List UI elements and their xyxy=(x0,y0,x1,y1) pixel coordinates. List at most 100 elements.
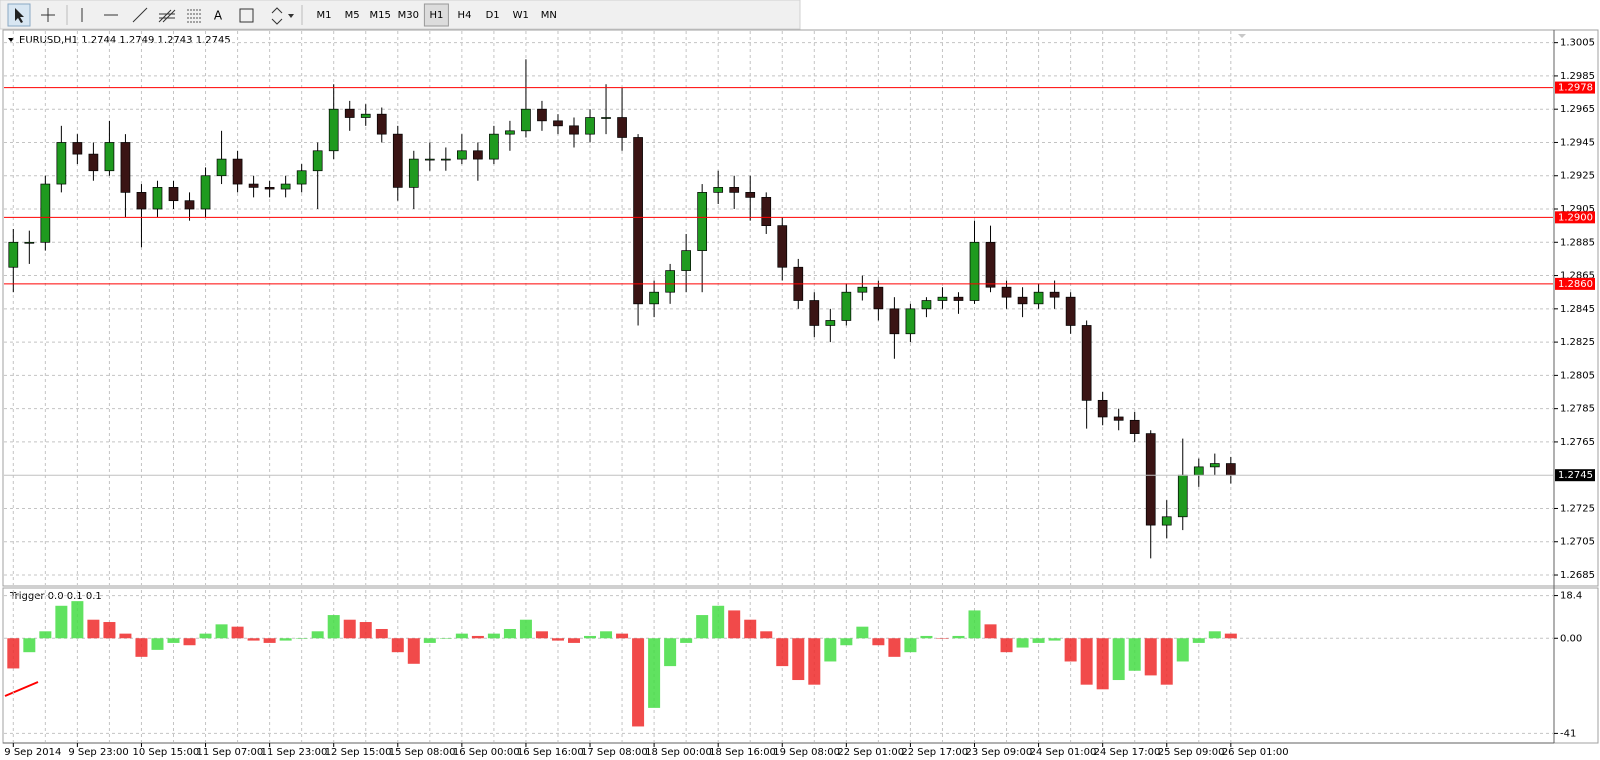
candle-body xyxy=(713,187,724,193)
histogram-bar xyxy=(295,638,308,639)
candle-body xyxy=(88,153,99,172)
y-tick-label: 1.2725 xyxy=(1560,503,1595,514)
y-tick-label: 1.2905 xyxy=(1560,204,1595,215)
histogram-bar xyxy=(1016,638,1029,648)
histogram-bar xyxy=(407,638,420,664)
histogram-bar xyxy=(7,638,20,669)
histogram-bar xyxy=(840,638,853,646)
y-tick-label: 1.2805 xyxy=(1560,370,1595,381)
x-tick-label: 22 Sep 17:00 xyxy=(901,747,968,758)
y-tick-label: 1.2845 xyxy=(1560,304,1595,315)
candle-body xyxy=(457,150,467,160)
candle-body xyxy=(360,113,371,118)
candle-body xyxy=(280,183,291,190)
candle-body xyxy=(232,158,243,185)
y-tick-label: -41 xyxy=(1560,728,1576,739)
crosshair-icon[interactable] xyxy=(41,8,55,22)
candle-body xyxy=(969,241,980,301)
histogram-bar xyxy=(776,638,789,667)
candle-body xyxy=(649,291,659,305)
y-tick-label: 1.2825 xyxy=(1560,337,1595,348)
candle-body xyxy=(1209,463,1220,468)
histogram-bar xyxy=(391,638,404,653)
arrows-icon[interactable] xyxy=(271,7,283,25)
candle-body xyxy=(553,120,563,127)
histogram-bar xyxy=(984,624,997,639)
x-tick-label: 24 Sep 01:00 xyxy=(1030,747,1097,758)
candle-body xyxy=(152,187,163,210)
candle-body xyxy=(408,158,419,188)
histogram-bar xyxy=(680,638,693,643)
y-tick-label: 1.2785 xyxy=(1560,404,1595,415)
candle-body xyxy=(745,192,756,198)
candle-body xyxy=(569,125,579,135)
histogram-bar xyxy=(1208,631,1221,639)
histogram-bar xyxy=(311,631,324,639)
x-tick-label: 17 Sep 08:00 xyxy=(581,747,648,758)
histogram-bar xyxy=(744,619,757,639)
histogram-bar xyxy=(936,638,949,639)
candle-body xyxy=(8,241,19,268)
histogram-bar xyxy=(87,619,100,639)
y-tick-label: 1.2885 xyxy=(1560,237,1595,248)
level-label-box xyxy=(1555,211,1595,224)
candle-body xyxy=(1049,291,1060,298)
histogram-bar xyxy=(359,622,372,639)
candle-body xyxy=(312,150,323,172)
cursor-icon xyxy=(15,8,24,23)
timeframe-button[interactable]: M1 xyxy=(317,10,332,21)
x-tick-label: 19 Sep 08:00 xyxy=(773,747,840,758)
level-label-box xyxy=(1555,277,1595,290)
candle-body xyxy=(1017,296,1028,305)
timeframe-button[interactable]: D1 xyxy=(486,10,500,21)
histogram-bar xyxy=(712,605,725,639)
candle-body xyxy=(424,158,435,161)
channel-icon[interactable] xyxy=(158,9,176,23)
candle-body xyxy=(761,197,772,226)
trendline-icon[interactable] xyxy=(132,7,148,23)
histogram-bar xyxy=(55,605,68,639)
histogram-bar xyxy=(792,638,805,681)
histogram-bar xyxy=(1080,638,1093,685)
histogram-bar xyxy=(856,626,869,639)
candle-body xyxy=(344,108,355,118)
histogram-bar xyxy=(952,635,965,639)
candle-body xyxy=(537,108,547,122)
candle-body xyxy=(136,192,147,210)
symbol-menu-arrow[interactable] xyxy=(8,38,14,42)
histogram-bar xyxy=(1032,638,1045,643)
histogram-bar xyxy=(648,638,661,708)
timeframe-button[interactable]: H4 xyxy=(458,10,472,21)
timeframe-button[interactable]: MN xyxy=(541,10,557,21)
histogram-bar xyxy=(487,633,500,639)
timeframe-button[interactable]: M5 xyxy=(345,10,360,21)
x-tick-label: 18 Sep 16:00 xyxy=(709,747,776,758)
level-label: 1.2900 xyxy=(1558,212,1593,223)
fibo-icon[interactable] xyxy=(187,9,201,23)
candle-body xyxy=(601,117,611,119)
x-tick-label: 16 Sep 16:00 xyxy=(517,747,584,758)
candle-body xyxy=(56,142,67,185)
y-tick-label: 1.2705 xyxy=(1560,537,1595,548)
x-tick-label: 23 Sep 09:00 xyxy=(966,747,1033,758)
timeframe-button[interactable]: W1 xyxy=(513,10,529,21)
histogram-bar xyxy=(1064,638,1077,662)
candle-body xyxy=(72,142,83,155)
histogram-bar xyxy=(1160,638,1173,685)
histogram-bar xyxy=(568,638,580,643)
label-tool-icon[interactable] xyxy=(239,8,254,23)
candle-body xyxy=(40,183,51,243)
timeframe-button[interactable]: M15 xyxy=(370,10,391,21)
candle-body xyxy=(585,117,595,135)
dropdown-arrow[interactable] xyxy=(288,14,294,18)
last-price-box xyxy=(1555,469,1595,482)
candle-body xyxy=(392,133,403,188)
candle-body xyxy=(296,170,307,185)
text-tool-icon[interactable]: A xyxy=(214,9,223,23)
timeframe-button[interactable]: H1 xyxy=(429,10,443,21)
histogram-bar xyxy=(1048,638,1061,641)
timeframe-button[interactable]: M30 xyxy=(398,10,419,21)
histogram-bar xyxy=(920,635,933,639)
histogram-bar xyxy=(327,615,340,639)
